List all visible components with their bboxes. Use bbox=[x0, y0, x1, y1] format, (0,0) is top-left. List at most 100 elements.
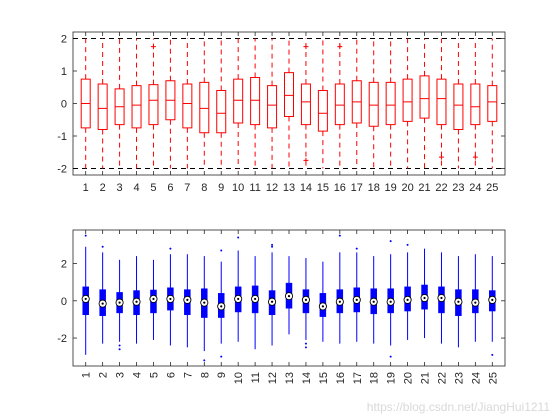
y-tick-label: 2 bbox=[61, 259, 67, 271]
median-dot bbox=[423, 296, 426, 300]
median-dot bbox=[84, 297, 87, 301]
outlier-point bbox=[406, 243, 409, 246]
x-tick-label: 11 bbox=[249, 182, 260, 194]
box bbox=[436, 78, 447, 126]
box bbox=[182, 83, 193, 129]
x-tick-label: 6 bbox=[167, 182, 173, 194]
x-tick-label: 2 bbox=[100, 182, 106, 194]
median-dot bbox=[491, 298, 494, 301]
x-tick-label: 6 bbox=[165, 372, 177, 378]
outlier-point bbox=[220, 355, 223, 358]
box bbox=[368, 81, 379, 127]
outlier-point bbox=[491, 353, 494, 356]
x-tick-label: 8 bbox=[199, 372, 211, 378]
median-dot bbox=[254, 297, 257, 301]
outlier-point bbox=[101, 245, 104, 248]
x-tick-label: 19 bbox=[386, 372, 398, 384]
median-dot bbox=[118, 301, 121, 304]
box bbox=[97, 83, 108, 130]
median-dot bbox=[203, 301, 206, 304]
box bbox=[419, 75, 430, 119]
outlier-point bbox=[304, 342, 307, 345]
x-tick-label: 3 bbox=[115, 372, 127, 378]
y-tick-label: 0 bbox=[61, 99, 67, 111]
x-tick-label: 12 bbox=[266, 182, 278, 194]
x-tick-label: 5 bbox=[150, 182, 156, 194]
x-tick-label: 13 bbox=[283, 182, 295, 194]
median-dot bbox=[440, 296, 443, 300]
x-tick-label: 24 bbox=[470, 372, 482, 384]
x-tick-label: 4 bbox=[133, 182, 139, 194]
x-tick-label: 15 bbox=[317, 182, 329, 194]
outlier-point bbox=[304, 346, 307, 349]
outlier-point bbox=[169, 247, 172, 250]
box bbox=[453, 83, 464, 130]
x-tick-label: 5 bbox=[148, 372, 160, 378]
outlier-point bbox=[389, 240, 392, 243]
x-tick-label: 22 bbox=[436, 372, 448, 384]
box bbox=[317, 90, 328, 132]
x-tick-label: 22 bbox=[435, 182, 447, 194]
outlier-point bbox=[389, 355, 392, 358]
x-tick-label: 10 bbox=[233, 372, 245, 384]
box bbox=[148, 84, 159, 126]
x-tick-label: 23 bbox=[452, 182, 464, 194]
median-dot bbox=[406, 298, 409, 301]
median-dot bbox=[169, 297, 172, 301]
x-tick-label: 3 bbox=[117, 182, 123, 194]
outlier-point bbox=[84, 234, 87, 237]
median-dot bbox=[220, 305, 223, 308]
median-dot bbox=[304, 298, 308, 301]
x-tick-label: 14 bbox=[300, 182, 312, 194]
outlier-point bbox=[118, 344, 121, 347]
y-tick-label: -1 bbox=[57, 131, 67, 143]
median-dot bbox=[186, 298, 189, 301]
box bbox=[131, 85, 142, 129]
x-tick-label: 20 bbox=[401, 182, 413, 194]
y-tick-label: -2 bbox=[57, 164, 67, 176]
box bbox=[233, 78, 244, 124]
axes-frame bbox=[72, 31, 506, 176]
x-tick-label: 19 bbox=[385, 182, 397, 194]
x-tick-label: 24 bbox=[469, 182, 481, 194]
outlier-point bbox=[203, 359, 206, 362]
x-tick-label: 20 bbox=[403, 372, 415, 384]
watermark-text: https://blog.csdn.net/JiangHui1211 bbox=[366, 400, 550, 414]
x-tick-label: 9 bbox=[218, 182, 224, 194]
box bbox=[487, 85, 498, 122]
y-tick-label: 1 bbox=[61, 66, 67, 78]
box bbox=[402, 78, 413, 122]
median-dot bbox=[101, 302, 104, 305]
x-tick-label: 7 bbox=[184, 182, 190, 194]
box bbox=[385, 81, 396, 126]
x-tick-label: 10 bbox=[232, 182, 244, 194]
x-tick-label: 15 bbox=[318, 372, 330, 384]
x-tick-label: 21 bbox=[420, 372, 432, 384]
median-dot bbox=[287, 295, 291, 298]
x-tick-label: 13 bbox=[284, 372, 296, 384]
x-tick-label: 2 bbox=[98, 372, 110, 378]
y-tick-label: 2 bbox=[61, 34, 67, 46]
box bbox=[250, 77, 261, 126]
median-dot bbox=[355, 298, 358, 301]
x-tick-label: 1 bbox=[83, 182, 89, 194]
x-tick-label: 17 bbox=[351, 182, 363, 194]
x-tick-label: 11 bbox=[250, 372, 262, 383]
outlier-point bbox=[237, 236, 240, 239]
y-tick-label: -2 bbox=[57, 333, 67, 345]
median-dot bbox=[457, 300, 460, 303]
x-tick-label: 4 bbox=[132, 372, 144, 378]
median-dot bbox=[152, 297, 155, 301]
box bbox=[284, 72, 294, 117]
x-tick-label: 9 bbox=[216, 372, 228, 378]
x-tick-label: 14 bbox=[301, 372, 313, 384]
x-tick-label: 7 bbox=[182, 372, 194, 378]
x-tick-label: 8 bbox=[201, 182, 207, 194]
outlier-point bbox=[118, 348, 121, 351]
box bbox=[300, 83, 311, 126]
outlier-point bbox=[355, 247, 358, 250]
outlier-point bbox=[271, 243, 274, 246]
